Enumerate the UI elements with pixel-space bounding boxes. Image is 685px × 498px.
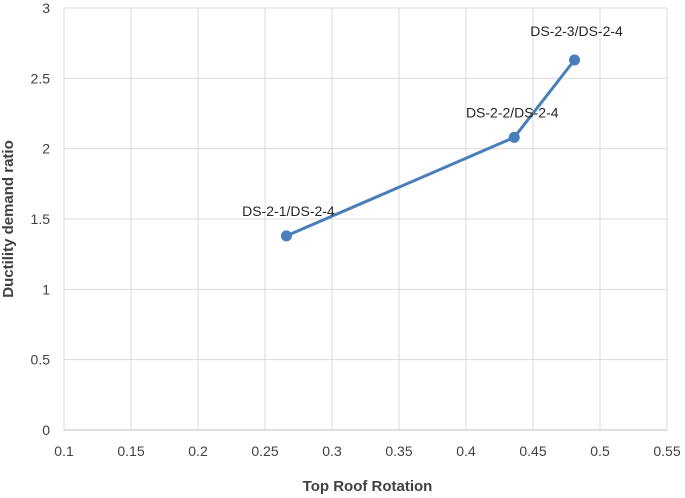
x-tick-label: 0.45 xyxy=(519,443,546,459)
x-tick-labels: 0.1 0.15 0.2 0.25 0.3 0.35 0.4 0.45 0.5 0.55 xyxy=(54,443,681,459)
y-axis-title: Ductility demand ratio xyxy=(0,140,17,298)
x-tick-label: 0.1 xyxy=(54,443,74,459)
series-points xyxy=(280,54,581,242)
x-tick-label: 0.15 xyxy=(117,443,144,459)
data-point xyxy=(280,230,292,242)
x-tick-label: 0.55 xyxy=(653,443,680,459)
y-tick-label: 3 xyxy=(42,0,50,16)
data-point xyxy=(569,54,581,66)
y-tick-labels: 0 0.5 1 1.5 2 2.5 3 xyxy=(31,0,51,438)
x-tick-label: 0.3 xyxy=(322,443,342,459)
x-tick-label: 0.35 xyxy=(385,443,412,459)
data-label: DS-2-1/DS-2-4 xyxy=(242,203,335,219)
x-tick-label: 0.25 xyxy=(251,443,278,459)
y-tick-label: 1 xyxy=(42,281,50,297)
x-tick-label: 0.4 xyxy=(456,443,476,459)
y-tick-label: 0.5 xyxy=(31,352,51,368)
y-tick-label: 0 xyxy=(42,422,50,438)
x-tick-label: 0.2 xyxy=(188,443,208,459)
data-label: DS-2-3/DS-2-4 xyxy=(530,23,623,39)
x-tick-label: 0.5 xyxy=(590,443,610,459)
y-tick-label: 2 xyxy=(42,141,50,157)
y-tick-label: 2.5 xyxy=(31,70,51,86)
data-point xyxy=(508,131,520,143)
y-tick-label: 1.5 xyxy=(31,211,51,227)
data-labels: DS-2-1/DS-2-4 DS-2-2/DS-2-4 DS-2-3/DS-2-4 xyxy=(242,23,623,219)
data-label: DS-2-2/DS-2-4 xyxy=(466,104,559,120)
x-axis-title: Top Roof Rotation xyxy=(303,478,433,495)
